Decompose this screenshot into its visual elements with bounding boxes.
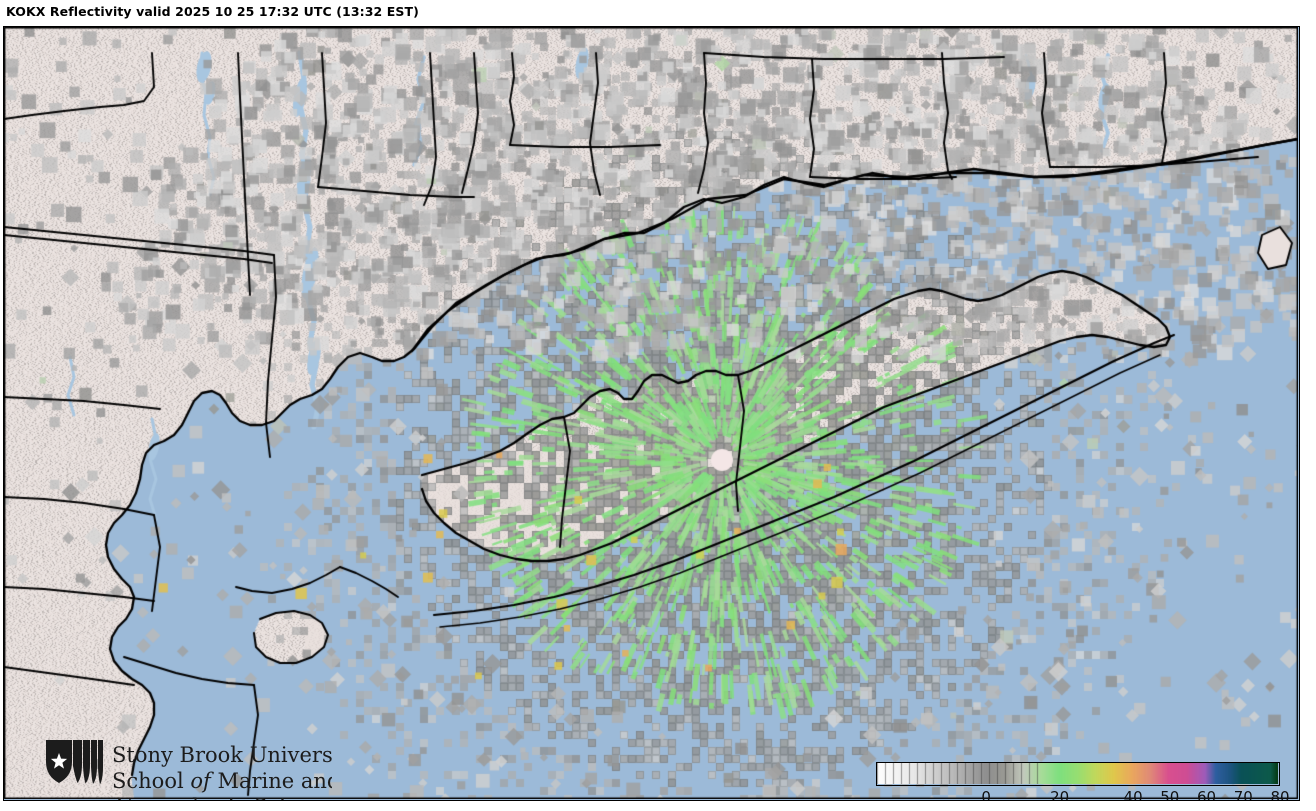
radar-reflectivity-layer	[4, 27, 1298, 799]
colorbar-gradient-box	[876, 762, 1280, 786]
page-title: KOKX Reflectivity valid 2025 10 25 17:32…	[6, 4, 419, 19]
radar-map[interactable]: Stony Brook University School of Marine …	[3, 26, 1300, 801]
colorbar-tick-70: 70	[1233, 788, 1253, 801]
colorbar-canvas	[877, 763, 1278, 784]
colorbar-tick-20: 20	[1050, 788, 1070, 801]
colorbar-tick-60: 60	[1196, 788, 1217, 801]
colorbar-tick-80: 80	[1270, 788, 1290, 801]
colorbar-tick-40: 40	[1123, 788, 1143, 801]
reflectivity-colorbar: 0 20 40 50 60 70 80	[876, 762, 1290, 801]
title-bar: KOKX Reflectivity valid 2025 10 25 17:32…	[0, 0, 1316, 26]
colorbar-tick-0: 0	[981, 788, 991, 801]
colorbar-tick-50: 50	[1160, 788, 1180, 801]
